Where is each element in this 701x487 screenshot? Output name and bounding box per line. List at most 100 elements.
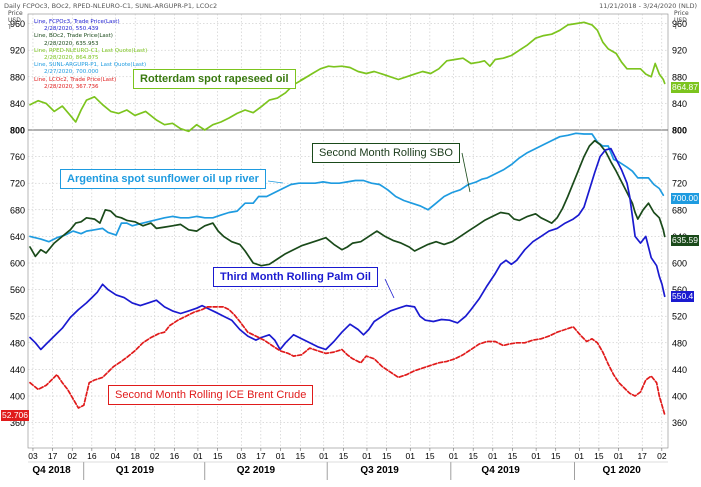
x-tick-label: 15	[594, 451, 604, 461]
y-tick-label: 680	[672, 205, 687, 215]
x-tick-label: 17	[48, 451, 58, 461]
callout-connector	[461, 152, 471, 193]
y-tick-label: 600	[10, 259, 25, 269]
legend-series-value: 2/27/2020, 700.000	[44, 69, 99, 76]
legend-series-value: 2/28/2020, 550.439	[44, 26, 99, 33]
y-tick-label: 520	[672, 312, 687, 322]
callout-connector	[267, 180, 284, 184]
x-tick-label: 04	[111, 451, 121, 461]
y-tick-label: 440	[672, 365, 687, 375]
callout-sbo: Second Month Rolling SBO	[312, 143, 460, 163]
plot-frame	[27, 13, 669, 449]
callout-connector	[299, 73, 313, 81]
y-tick-label: 720	[672, 179, 687, 189]
y-tick-label: 680	[10, 205, 25, 215]
y-tick-label: 640	[10, 232, 25, 242]
x-tick-label: 01	[531, 451, 541, 461]
x-tick-label: 17	[637, 451, 647, 461]
x-tick-label: 15	[339, 451, 349, 461]
y-unit-line: Price	[8, 10, 23, 17]
x-tick-label: 15	[296, 451, 306, 461]
x-tick-label: 01	[276, 451, 286, 461]
legend-series-label: Line, BOc2, Trade Price(Last)	[34, 33, 113, 40]
x-tick-label: 15	[382, 451, 392, 461]
quarter-label: Q2 2019	[237, 465, 276, 476]
x-tick-label: 15	[508, 451, 518, 461]
legend-entry-brent[interactable]: Line, LCOc2, Trade Price(Last) 2/28/2020…	[34, 77, 147, 91]
series-line-rapeseed[interactable]	[29, 21, 666, 133]
x-tick-label: 02	[67, 451, 77, 461]
callout-rapeseed: Rotterdam spot rapeseed oil	[133, 69, 296, 89]
x-tick-label: 17	[256, 451, 266, 461]
legend-series-value: 2/28/2020, 864.875	[44, 55, 99, 62]
legend-series-label: Line, FCPOc3, Trade Price(Last)	[34, 19, 120, 25]
x-tick-label: 16	[87, 451, 97, 461]
y-tick-label: 400	[672, 392, 687, 402]
y-tick-label: 840	[10, 99, 25, 109]
x-tick-label: 18	[130, 451, 140, 461]
x-tick-label: 15	[551, 451, 561, 461]
x-tick-label: 01	[575, 451, 585, 461]
legend-entry-sunflower[interactable]: Line, SUNL-ARGUPR-P1, Last Quote(Last) 2…	[34, 62, 147, 76]
y-unit-line: USD	[674, 17, 687, 24]
series-line-sbo[interactable]	[29, 139, 666, 267]
callout-brent: Second Month Rolling ICE Brent Crude	[108, 385, 314, 405]
y-tick-label: 800	[10, 126, 25, 136]
value-tag-brent: 52.706	[1, 410, 29, 421]
y-unit-line: T	[8, 24, 12, 31]
quarter-label: Q4 2018	[32, 465, 71, 476]
chart-title: Daily FCPOc3, BOc2, RPED-NLEURO-C1, SUNL…	[4, 2, 218, 10]
y-unit-right: Price USD T	[674, 10, 689, 31]
y-tick-label: 360	[10, 418, 25, 428]
callout-connector	[384, 278, 395, 299]
x-tick-label: 01	[406, 451, 416, 461]
x-tick-label: 01	[614, 451, 624, 461]
value-tag-sbo: 635.59	[671, 235, 699, 246]
callout-palm: Third Month Rolling Palm Oil	[213, 267, 378, 287]
y-tick-label: 800	[672, 126, 687, 136]
y-tick-label: 400	[10, 392, 25, 402]
quarter-label: Q3 2019	[360, 465, 399, 476]
series-line-brent[interactable]	[29, 306, 666, 416]
value-tag-sunflower: 700.00	[671, 193, 699, 204]
y-tick-label: 920	[10, 46, 25, 56]
y-tick-label: 920	[672, 46, 687, 56]
series-line-palm[interactable]	[29, 147, 666, 351]
value-tag-rapeseed: 864.87	[671, 82, 699, 93]
y-axis-right: 3604004404805205606006406807207608008408…	[672, 19, 687, 428]
y-unit-left: Price USD T	[8, 10, 23, 31]
y-unit-line: T	[674, 24, 678, 31]
y-unit-line: USD	[8, 17, 21, 24]
y-tick-label: 840	[672, 99, 687, 109]
x-tick-label: 01	[193, 451, 203, 461]
x-tick-label: 03	[237, 451, 247, 461]
x-tick-label: 15	[213, 451, 223, 461]
legend-entry-rapeseed[interactable]: Line, RPED-NLEURO-C1, Last Quote(Last) 2…	[34, 48, 147, 62]
y-tick-label: 560	[10, 285, 25, 295]
legend-series-label: Line, RPED-NLEURO-C1, Last Quote(Last)	[34, 47, 148, 54]
y-tick-label: 480	[672, 338, 687, 348]
y-tick-label: 520	[10, 312, 25, 322]
y-tick-label: 560	[672, 285, 687, 295]
legend-entry-palm[interactable]: Line, FCPOc3, Trade Price(Last) 2/28/202…	[34, 19, 147, 33]
x-axis: 03 17 02 16 04 18 02 16 01 15 03 17 01 15 01 15 01 15 01 15…	[28, 448, 668, 480]
quarter-label: Q4 2019	[481, 465, 520, 476]
x-tick-label: 02	[150, 451, 160, 461]
x-tick-label: 01	[362, 451, 372, 461]
x-tick-label: 16	[170, 451, 180, 461]
series-line-sunflower[interactable]	[29, 132, 665, 243]
legend-series-value: 2/28/2020, 367.736	[44, 83, 99, 90]
x-tick-label: 01	[319, 451, 329, 461]
date-range: 11/21/2018 - 3/24/2020 (NLD)	[599, 2, 697, 10]
y-tick-label: 600	[672, 259, 687, 269]
legend-series-label: Line, LCOc2, Trade Price(Last)	[34, 76, 117, 83]
quarter-label: Q1 2019	[116, 465, 155, 476]
x-tick-label: 15	[425, 451, 435, 461]
x-tick-label: 15	[468, 451, 478, 461]
y-axis-left: 360 400 440 480 520 560 600 640 680 720 760 800 840 8…	[10, 19, 25, 428]
x-tick-label: 01	[488, 451, 498, 461]
legend-entry-sbo[interactable]: Line, BOc2, Trade Price(Last) 2/28/2020,…	[34, 33, 147, 47]
y-tick-label: 360	[672, 418, 687, 428]
